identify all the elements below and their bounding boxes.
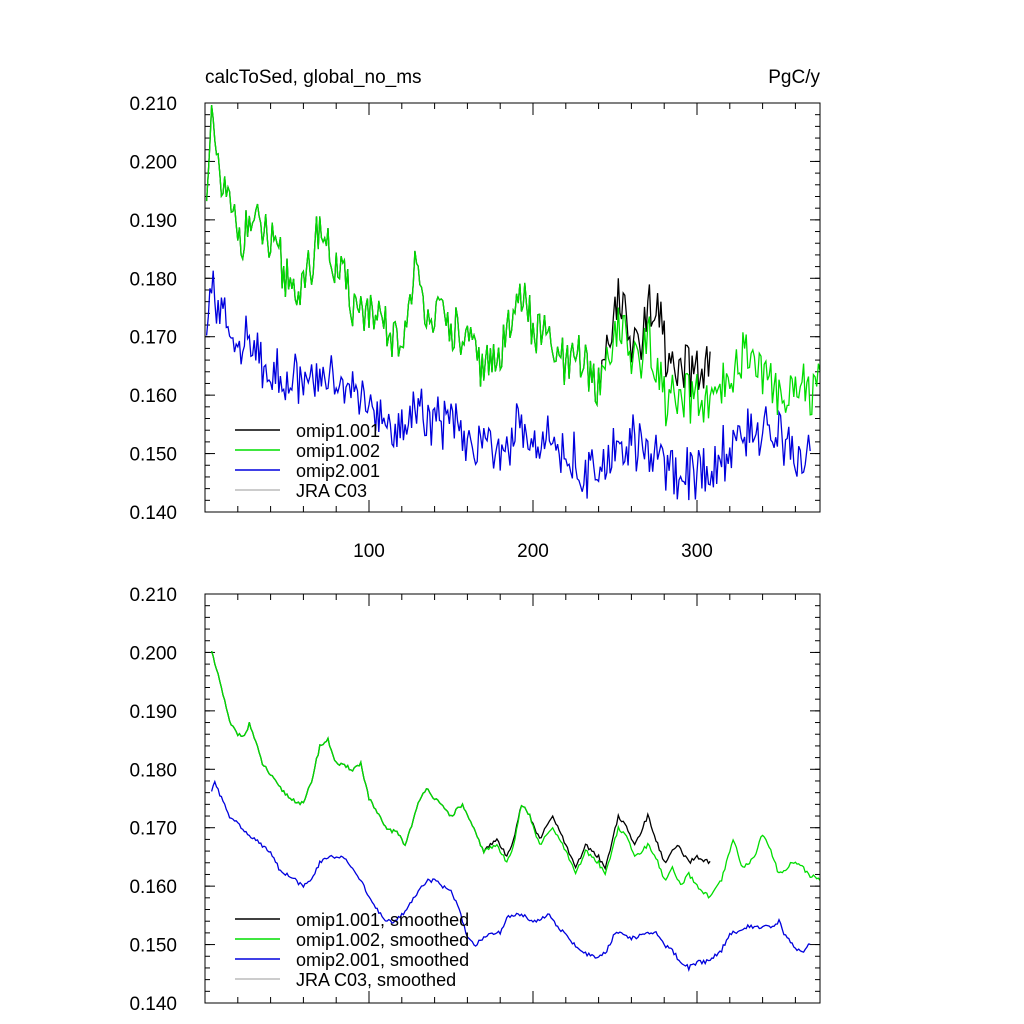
y-tick-label: 0.200 (129, 152, 177, 173)
bottom-series-lines (210, 650, 821, 972)
series-line-omip1-001-smoothed (210, 650, 711, 871)
series-line-omip2-001 (205, 270, 811, 501)
chart-title: calcToSed, global_no_ms (205, 67, 422, 88)
y-tick-label: 0.170 (129, 819, 177, 840)
legend-label: omip2.001 (296, 461, 380, 481)
y-tick-label: 0.150 (129, 936, 177, 957)
y-tick-label: 0.160 (129, 386, 177, 407)
legend-label: omip1.002 (296, 441, 380, 461)
x-tick-label: 100 (353, 541, 385, 562)
top-series-lines (205, 105, 821, 501)
y-tick-label: 0.210 (129, 94, 177, 115)
y-tick-label: 0.140 (129, 503, 177, 524)
y-tick-label: 0.190 (129, 702, 177, 723)
y-tick-label: 0.180 (129, 269, 177, 290)
bottom-axis-ticks: 0.140 0.150 0.160 0.170 0.180 0.190 0.200 0.210 (129, 585, 820, 1015)
bottom-plot-frame (204, 593, 821, 1004)
y-tick-label: 0.200 (129, 643, 177, 664)
y-tick-label: 0.150 (129, 445, 177, 466)
legend-label: JRA C03 (296, 481, 367, 501)
series-line-omip1-001 (205, 105, 711, 408)
chart-units: PgC/y (768, 67, 820, 88)
y-tick-label: 0.170 (129, 328, 177, 349)
x-tick-label: 300 (681, 541, 713, 562)
legend-label: omip1.001, smoothed (296, 910, 469, 930)
y-tick-label: 0.210 (129, 585, 177, 606)
top-axis-ticks: 0.140 0.150 0.160 0.170 0.180 0.190 0.200 0.210… (129, 94, 820, 562)
legend-label: omip2.001, smoothed (296, 950, 469, 970)
y-tick-label: 0.140 (129, 994, 177, 1015)
top-panel: 0.140 0.150 0.160 0.170 0.180 0.190 0.200 0.210… (129, 94, 821, 562)
legend-label: omip1.001 (296, 421, 380, 441)
bottom-panel: 0.140 0.150 0.160 0.170 0.180 0.190 0.200 0.210… (129, 585, 821, 1015)
series-line-omip2-001-smoothed (210, 779, 811, 972)
y-tick-label: 0.160 (129, 877, 177, 898)
legend-label: omip1.002, smoothed (296, 930, 469, 950)
series-line-omip1-002 (205, 105, 821, 427)
y-tick-label: 0.190 (129, 211, 177, 232)
y-tick-label: 0.180 (129, 760, 177, 781)
series-line-omip1-002-smoothed (210, 650, 821, 899)
x-tick-label: 200 (517, 541, 549, 562)
legend-label: JRA C03, smoothed (296, 970, 456, 990)
top-plot-frame (204, 102, 821, 513)
